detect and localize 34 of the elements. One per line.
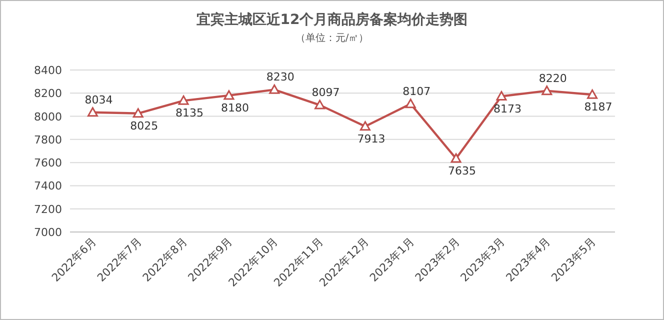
- chart-subtitle: （单位：元/㎡）: [295, 32, 369, 44]
- point: [132, 108, 144, 118]
- point: [360, 121, 370, 131]
- data-label: 8025: [130, 119, 158, 132]
- data-label: 8034: [84, 93, 113, 106]
- point: [314, 100, 326, 110]
- data-label: 8180: [220, 101, 249, 114]
- data-label: 7635: [448, 164, 476, 178]
- y-tick-label: 8200: [34, 87, 62, 100]
- y-tick-label: 7200: [34, 202, 62, 216]
- y-tick-label: 7800: [34, 133, 62, 146]
- data-label: 8135: [176, 106, 204, 120]
- point: [405, 98, 416, 108]
- y-tick-label: 8000: [34, 110, 62, 124]
- data-label: 7913: [357, 132, 386, 146]
- data-label: 8173: [493, 102, 522, 116]
- point: [87, 107, 98, 117]
- y-tick-label: 7000: [34, 226, 62, 239]
- y-tick-label: 7400: [34, 180, 62, 193]
- point: [178, 95, 189, 105]
- point: [542, 86, 552, 96]
- y-tick-label: 7600: [34, 156, 62, 170]
- y-tick-label: 8400: [34, 64, 62, 77]
- point: [224, 90, 234, 100]
- point: [269, 84, 280, 94]
- point: [587, 89, 598, 99]
- data-label: 8230: [266, 70, 294, 84]
- data-label: 8187: [584, 100, 612, 114]
- point: [496, 91, 507, 101]
- chart-title: 宜宾主城区近12个月商品房备案均价走势图: [196, 11, 468, 28]
- data-label: 8097: [312, 86, 340, 100]
- data-label: 8107: [402, 84, 431, 98]
- data-label: 8220: [538, 72, 567, 85]
- point: [450, 153, 462, 163]
